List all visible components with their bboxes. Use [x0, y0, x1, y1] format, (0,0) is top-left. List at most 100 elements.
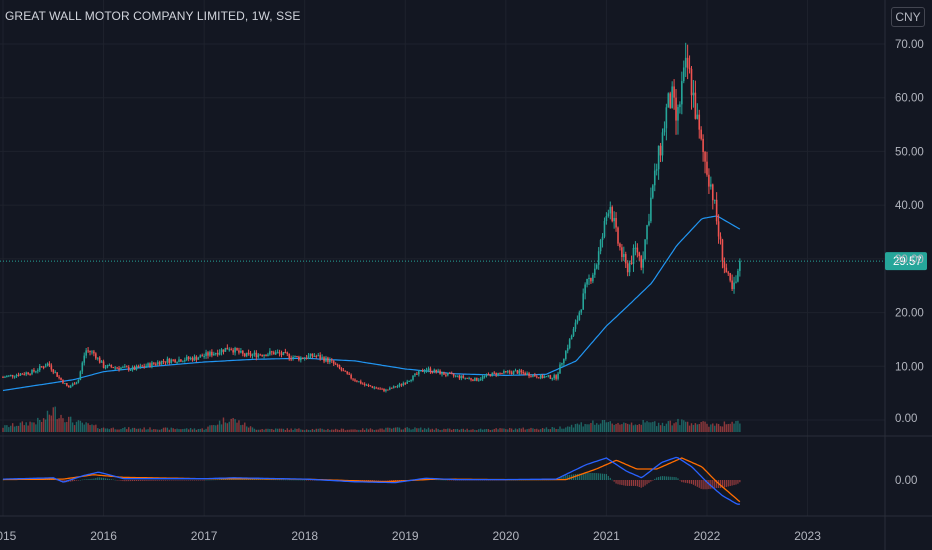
- candle-body[interactable]: [458, 375, 461, 379]
- candle-body[interactable]: [595, 264, 598, 269]
- candle-body[interactable]: [650, 197, 652, 222]
- candle-body[interactable]: [178, 359, 180, 363]
- candle-body[interactable]: [518, 370, 521, 374]
- candle-body[interactable]: [402, 383, 405, 386]
- candle-body[interactable]: [35, 371, 37, 373]
- candle-body[interactable]: [284, 352, 287, 354]
- candle-body[interactable]: [642, 258, 644, 268]
- candle-body[interactable]: [340, 368, 343, 371]
- candle-body[interactable]: [151, 362, 153, 367]
- candle-body[interactable]: [373, 387, 376, 389]
- candle-body[interactable]: [58, 376, 60, 378]
- candle-body[interactable]: [158, 362, 161, 365]
- candle-body[interactable]: [553, 375, 555, 379]
- candle-body[interactable]: [160, 360, 163, 365]
- candle-body[interactable]: [456, 375, 459, 377]
- candle-body[interactable]: [272, 352, 275, 355]
- candle-body[interactable]: [44, 366, 47, 368]
- candle-body[interactable]: [301, 357, 304, 359]
- candle-body[interactable]: [27, 372, 29, 375]
- candle-body[interactable]: [37, 370, 39, 372]
- candle-body[interactable]: [489, 374, 492, 377]
- candle-body[interactable]: [17, 374, 20, 376]
- candle-body[interactable]: [545, 376, 548, 378]
- candle-body[interactable]: [350, 374, 352, 379]
- candle-body[interactable]: [534, 374, 536, 377]
- candle-body[interactable]: [690, 68, 693, 96]
- candle-body[interactable]: [477, 379, 480, 381]
- candle-body[interactable]: [624, 254, 627, 264]
- candle-body[interactable]: [75, 382, 78, 385]
- candle-body[interactable]: [628, 262, 631, 273]
- candle-body[interactable]: [96, 357, 99, 359]
- candle-body[interactable]: [611, 207, 614, 222]
- candle-body[interactable]: [290, 358, 292, 360]
- candle-body[interactable]: [516, 370, 519, 374]
- candle-body[interactable]: [383, 388, 385, 392]
- candle-body[interactable]: [520, 370, 523, 373]
- candle-body[interactable]: [25, 372, 28, 375]
- candle-body[interactable]: [514, 370, 517, 372]
- candle-body[interactable]: [234, 347, 236, 353]
- candle-body[interactable]: [578, 312, 581, 321]
- candle-body[interactable]: [454, 375, 457, 377]
- candle-body[interactable]: [292, 356, 294, 359]
- candle-body[interactable]: [694, 92, 697, 119]
- candle-body[interactable]: [342, 370, 345, 372]
- candle-body[interactable]: [98, 357, 101, 363]
- candle-body[interactable]: [735, 281, 737, 283]
- candle-body[interactable]: [539, 375, 542, 379]
- candle-body[interactable]: [205, 352, 207, 356]
- candle-body[interactable]: [607, 213, 610, 217]
- candle-body[interactable]: [447, 372, 449, 376]
- candle-body[interactable]: [52, 369, 55, 373]
- candle-body[interactable]: [543, 376, 546, 378]
- candle-body[interactable]: [505, 370, 507, 372]
- candle-body[interactable]: [8, 375, 10, 377]
- candle-body[interactable]: [733, 282, 735, 290]
- candle-body[interactable]: [42, 366, 45, 368]
- candle-body[interactable]: [725, 267, 728, 273]
- candle-body[interactable]: [594, 268, 596, 275]
- candle-body[interactable]: [702, 138, 704, 153]
- candle-body[interactable]: [433, 369, 436, 373]
- candle-body[interactable]: [427, 368, 430, 370]
- candle-body[interactable]: [199, 355, 202, 358]
- candle-body[interactable]: [375, 387, 378, 389]
- candle-body[interactable]: [249, 353, 252, 356]
- candle-body[interactable]: [559, 364, 561, 374]
- candle-body[interactable]: [242, 350, 244, 354]
- candle-body[interactable]: [590, 278, 592, 282]
- candle-body[interactable]: [317, 355, 320, 357]
- candle-body[interactable]: [346, 371, 349, 374]
- candle-body[interactable]: [197, 357, 200, 360]
- candle-body[interactable]: [363, 383, 366, 385]
- candle-body[interactable]: [95, 353, 97, 359]
- candle-body[interactable]: [739, 261, 741, 271]
- candle-body[interactable]: [325, 357, 327, 362]
- candle-body[interactable]: [203, 355, 205, 357]
- candle-body[interactable]: [247, 352, 250, 354]
- candle-body[interactable]: [385, 389, 387, 392]
- candle-body[interactable]: [67, 385, 70, 388]
- candle-body[interactable]: [87, 350, 89, 352]
- candle-body[interactable]: [692, 92, 695, 96]
- candle-body[interactable]: [274, 352, 277, 355]
- candle-body[interactable]: [315, 356, 318, 358]
- candle-body[interactable]: [46, 363, 49, 367]
- candle-body[interactable]: [129, 369, 132, 371]
- candle-body[interactable]: [54, 372, 57, 374]
- candle-body[interactable]: [334, 363, 337, 365]
- candle-body[interactable]: [597, 251, 600, 265]
- candle-body[interactable]: [609, 207, 612, 214]
- macd-pane[interactable]: [2, 456, 741, 505]
- candle-body[interactable]: [603, 221, 606, 237]
- candle-body[interactable]: [64, 383, 66, 385]
- candle-body[interactable]: [681, 81, 683, 105]
- candle-body[interactable]: [209, 351, 211, 356]
- candle-body[interactable]: [263, 354, 265, 357]
- candle-body[interactable]: [79, 371, 82, 380]
- candle-body[interactable]: [141, 365, 144, 367]
- candle-body[interactable]: [727, 272, 730, 274]
